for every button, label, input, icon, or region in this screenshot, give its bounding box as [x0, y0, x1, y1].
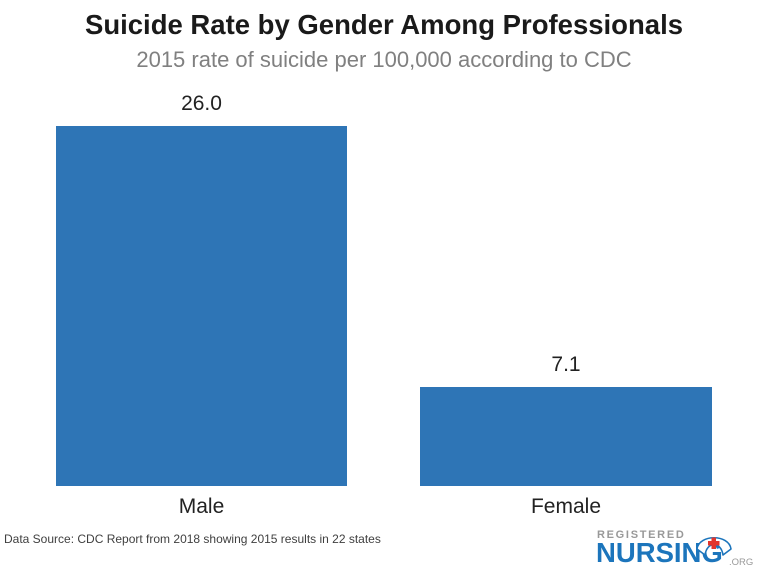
svg-text:.ORG: .ORG: [729, 557, 753, 568]
